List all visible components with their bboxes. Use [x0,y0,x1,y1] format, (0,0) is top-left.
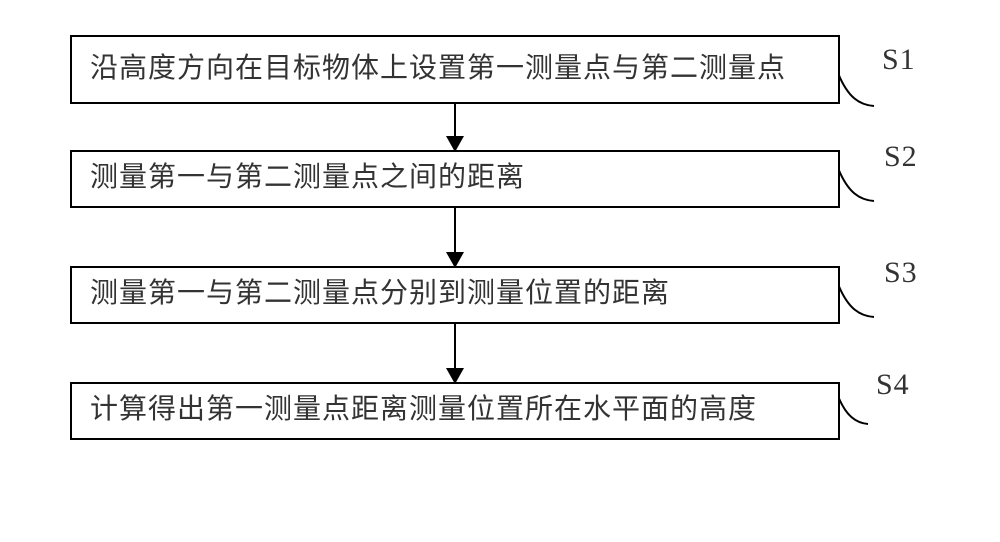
step-box-s2: 测量第一与第二测量点之间的距离 [70,150,840,208]
connector-path-s3 [838,284,874,317]
connector-path-s2 [838,168,874,201]
arrow-s1-s2 [454,104,456,150]
arrow-wrap-1 [70,104,840,150]
arrow-wrap-3 [70,324,840,382]
step-box-s1: 沿高度方向在目标物体上设置第一测量点与第二测量点 [70,35,840,104]
step-row-s4: 计算得出第一测量点距离测量位置所在水平面的高度 S4 [70,382,930,440]
step-text-s3: 测量第一与第二测量点分别到测量位置的距离 [90,274,670,315]
connector-path-s1 [838,73,874,106]
step-label-s1: S1 [882,43,916,77]
arrow-wrap-2 [70,208,840,266]
step-text-s1: 沿高度方向在目标物体上设置第一测量点与第二测量点 [90,53,786,84]
step-label-s4: S4 [876,368,910,402]
step-label-s2: S2 [884,140,918,174]
connector-s1 [838,73,888,113]
connector-s2 [838,168,888,208]
arrow-s2-s3 [454,208,456,266]
step-row-s2: 测量第一与第二测量点之间的距离 S2 [70,150,930,208]
connector-s4 [838,396,880,430]
arrow-s3-s4 [454,324,456,382]
step-box-s3: 测量第一与第二测量点分别到测量位置的距离 [70,266,840,324]
step-text-s2: 测量第一与第二测量点之间的距离 [90,158,525,199]
step-row-s1: 沿高度方向在目标物体上设置第一测量点与第二测量点 S1 [70,35,930,104]
connector-s3 [838,284,888,324]
step-row-s3: 测量第一与第二测量点分别到测量位置的距离 S3 [70,266,930,324]
step-text-s4: 计算得出第一测量点距离测量位置所在水平面的高度 [90,390,757,431]
flowchart-container: 沿高度方向在目标物体上设置第一测量点与第二测量点 S1 测量第一与第二测量点之间… [70,35,930,440]
step-label-s3: S3 [884,256,918,290]
connector-path-s4 [838,396,868,424]
step-box-s4: 计算得出第一测量点距离测量位置所在水平面的高度 [70,382,840,440]
